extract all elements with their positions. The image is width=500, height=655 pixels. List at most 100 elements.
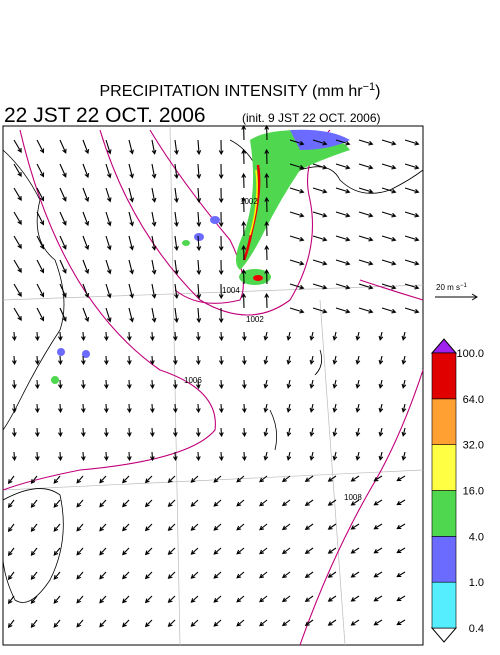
wind-arrow <box>404 163 420 170</box>
wind-arrow <box>126 451 132 462</box>
wind-arrow <box>76 499 84 508</box>
wind-arrow <box>149 379 155 390</box>
wind-arrow <box>53 595 61 604</box>
wind-arrow <box>241 124 247 141</box>
wind-arrow <box>396 547 406 554</box>
wind-arrow <box>286 427 292 437</box>
title-close: ) <box>375 83 380 100</box>
wind-arrow <box>172 427 178 438</box>
wind-arrow <box>59 187 67 202</box>
wind-arrow <box>332 379 338 389</box>
isobar-label: 1002 <box>240 197 258 206</box>
wind-arrow <box>128 283 134 299</box>
isobar-label: 1002 <box>246 315 264 324</box>
wind-arrow <box>236 547 245 555</box>
wind-arrow <box>355 451 361 461</box>
graticule-line <box>319 299 346 646</box>
wind-arrow <box>128 211 134 227</box>
wind-arrow <box>378 427 384 437</box>
wind-arrow <box>80 451 86 462</box>
wind-arrow <box>355 355 361 365</box>
wind-arrow <box>53 571 61 580</box>
wind-arrow <box>167 523 176 532</box>
wind-arrow <box>76 475 84 484</box>
wind-arrow <box>378 331 384 341</box>
coast <box>2 149 65 431</box>
wind-arrow <box>396 619 406 626</box>
wind-arrow <box>82 139 90 155</box>
wind-arrow <box>236 571 245 579</box>
wind-arrow <box>327 619 337 626</box>
wind-arrow <box>151 187 157 203</box>
wind-arrow <box>381 283 397 290</box>
wind-arrow <box>11 403 17 414</box>
wind-arrow <box>82 307 90 323</box>
wind-arrow <box>190 523 199 531</box>
wind-arrow <box>218 307 224 324</box>
wind-arrow <box>167 499 176 508</box>
wind-arrow <box>218 403 224 414</box>
wind-arrow <box>80 379 86 390</box>
wind-arrow <box>76 619 84 628</box>
title-exponent: −1 <box>363 81 376 93</box>
wind-arrow <box>312 139 328 146</box>
wind-arrow <box>122 547 130 556</box>
wind-arrow <box>144 475 153 484</box>
wind-arrow <box>332 427 338 437</box>
wind-arrow <box>213 475 222 483</box>
wind-arrow <box>7 571 15 581</box>
wind-arrow <box>13 187 22 202</box>
wind-arrow <box>128 187 134 203</box>
wind-arrow <box>13 163 22 178</box>
wind-arrow <box>103 427 109 438</box>
wind-arrow <box>309 451 315 461</box>
colorbar-segment <box>431 352 457 400</box>
wind-arrow <box>309 355 315 365</box>
isobar <box>99 129 331 316</box>
wind-arrow <box>36 163 45 178</box>
wind-arrow <box>263 427 269 437</box>
wind-arrow <box>289 259 305 266</box>
wind-arrow <box>190 619 199 627</box>
wind-arrow <box>355 331 361 341</box>
wind-arrow <box>99 619 107 628</box>
wind-arrow <box>381 259 397 266</box>
wind-arrow <box>286 331 292 341</box>
wind-arrow <box>105 163 112 179</box>
wind-arrow <box>76 595 84 604</box>
wind-arrow <box>373 619 383 626</box>
wind-arrow <box>327 547 337 554</box>
wind-arrow <box>195 403 201 414</box>
wind-arrow <box>381 235 397 242</box>
wind-arrow <box>404 307 420 314</box>
wind-arrow <box>11 331 17 342</box>
wind-arrow <box>99 571 107 580</box>
wind-arrow <box>373 523 383 530</box>
wind-arrow <box>218 331 224 342</box>
wind-arrow <box>82 163 90 179</box>
valid-time: 22 JST 22 OCT. 2006 <box>4 104 206 127</box>
wind-arrow <box>350 619 360 626</box>
wind-arrow <box>263 451 269 461</box>
wind-arrow <box>304 475 314 482</box>
wind-arrow <box>30 595 38 604</box>
precip-area <box>194 233 204 241</box>
wind-arrow <box>11 427 17 438</box>
wind-arrow <box>259 547 268 555</box>
wind-arrow <box>259 595 268 603</box>
wind-arrow <box>281 595 291 603</box>
wind-arrow <box>263 355 269 365</box>
wind-arrow <box>7 475 15 485</box>
wind-arrow <box>378 355 384 365</box>
wind-arrow <box>264 124 270 141</box>
wind-arrow <box>312 163 328 170</box>
coast <box>269 349 323 451</box>
wind-arrow <box>103 379 109 390</box>
wind-arrow <box>59 211 67 226</box>
wind-arrow <box>241 355 247 366</box>
wind-arrow <box>373 475 383 482</box>
wind-arrow <box>30 571 38 580</box>
wind-arrow <box>332 331 338 341</box>
wind-arrow <box>105 235 112 251</box>
wind-arrow <box>99 547 107 556</box>
